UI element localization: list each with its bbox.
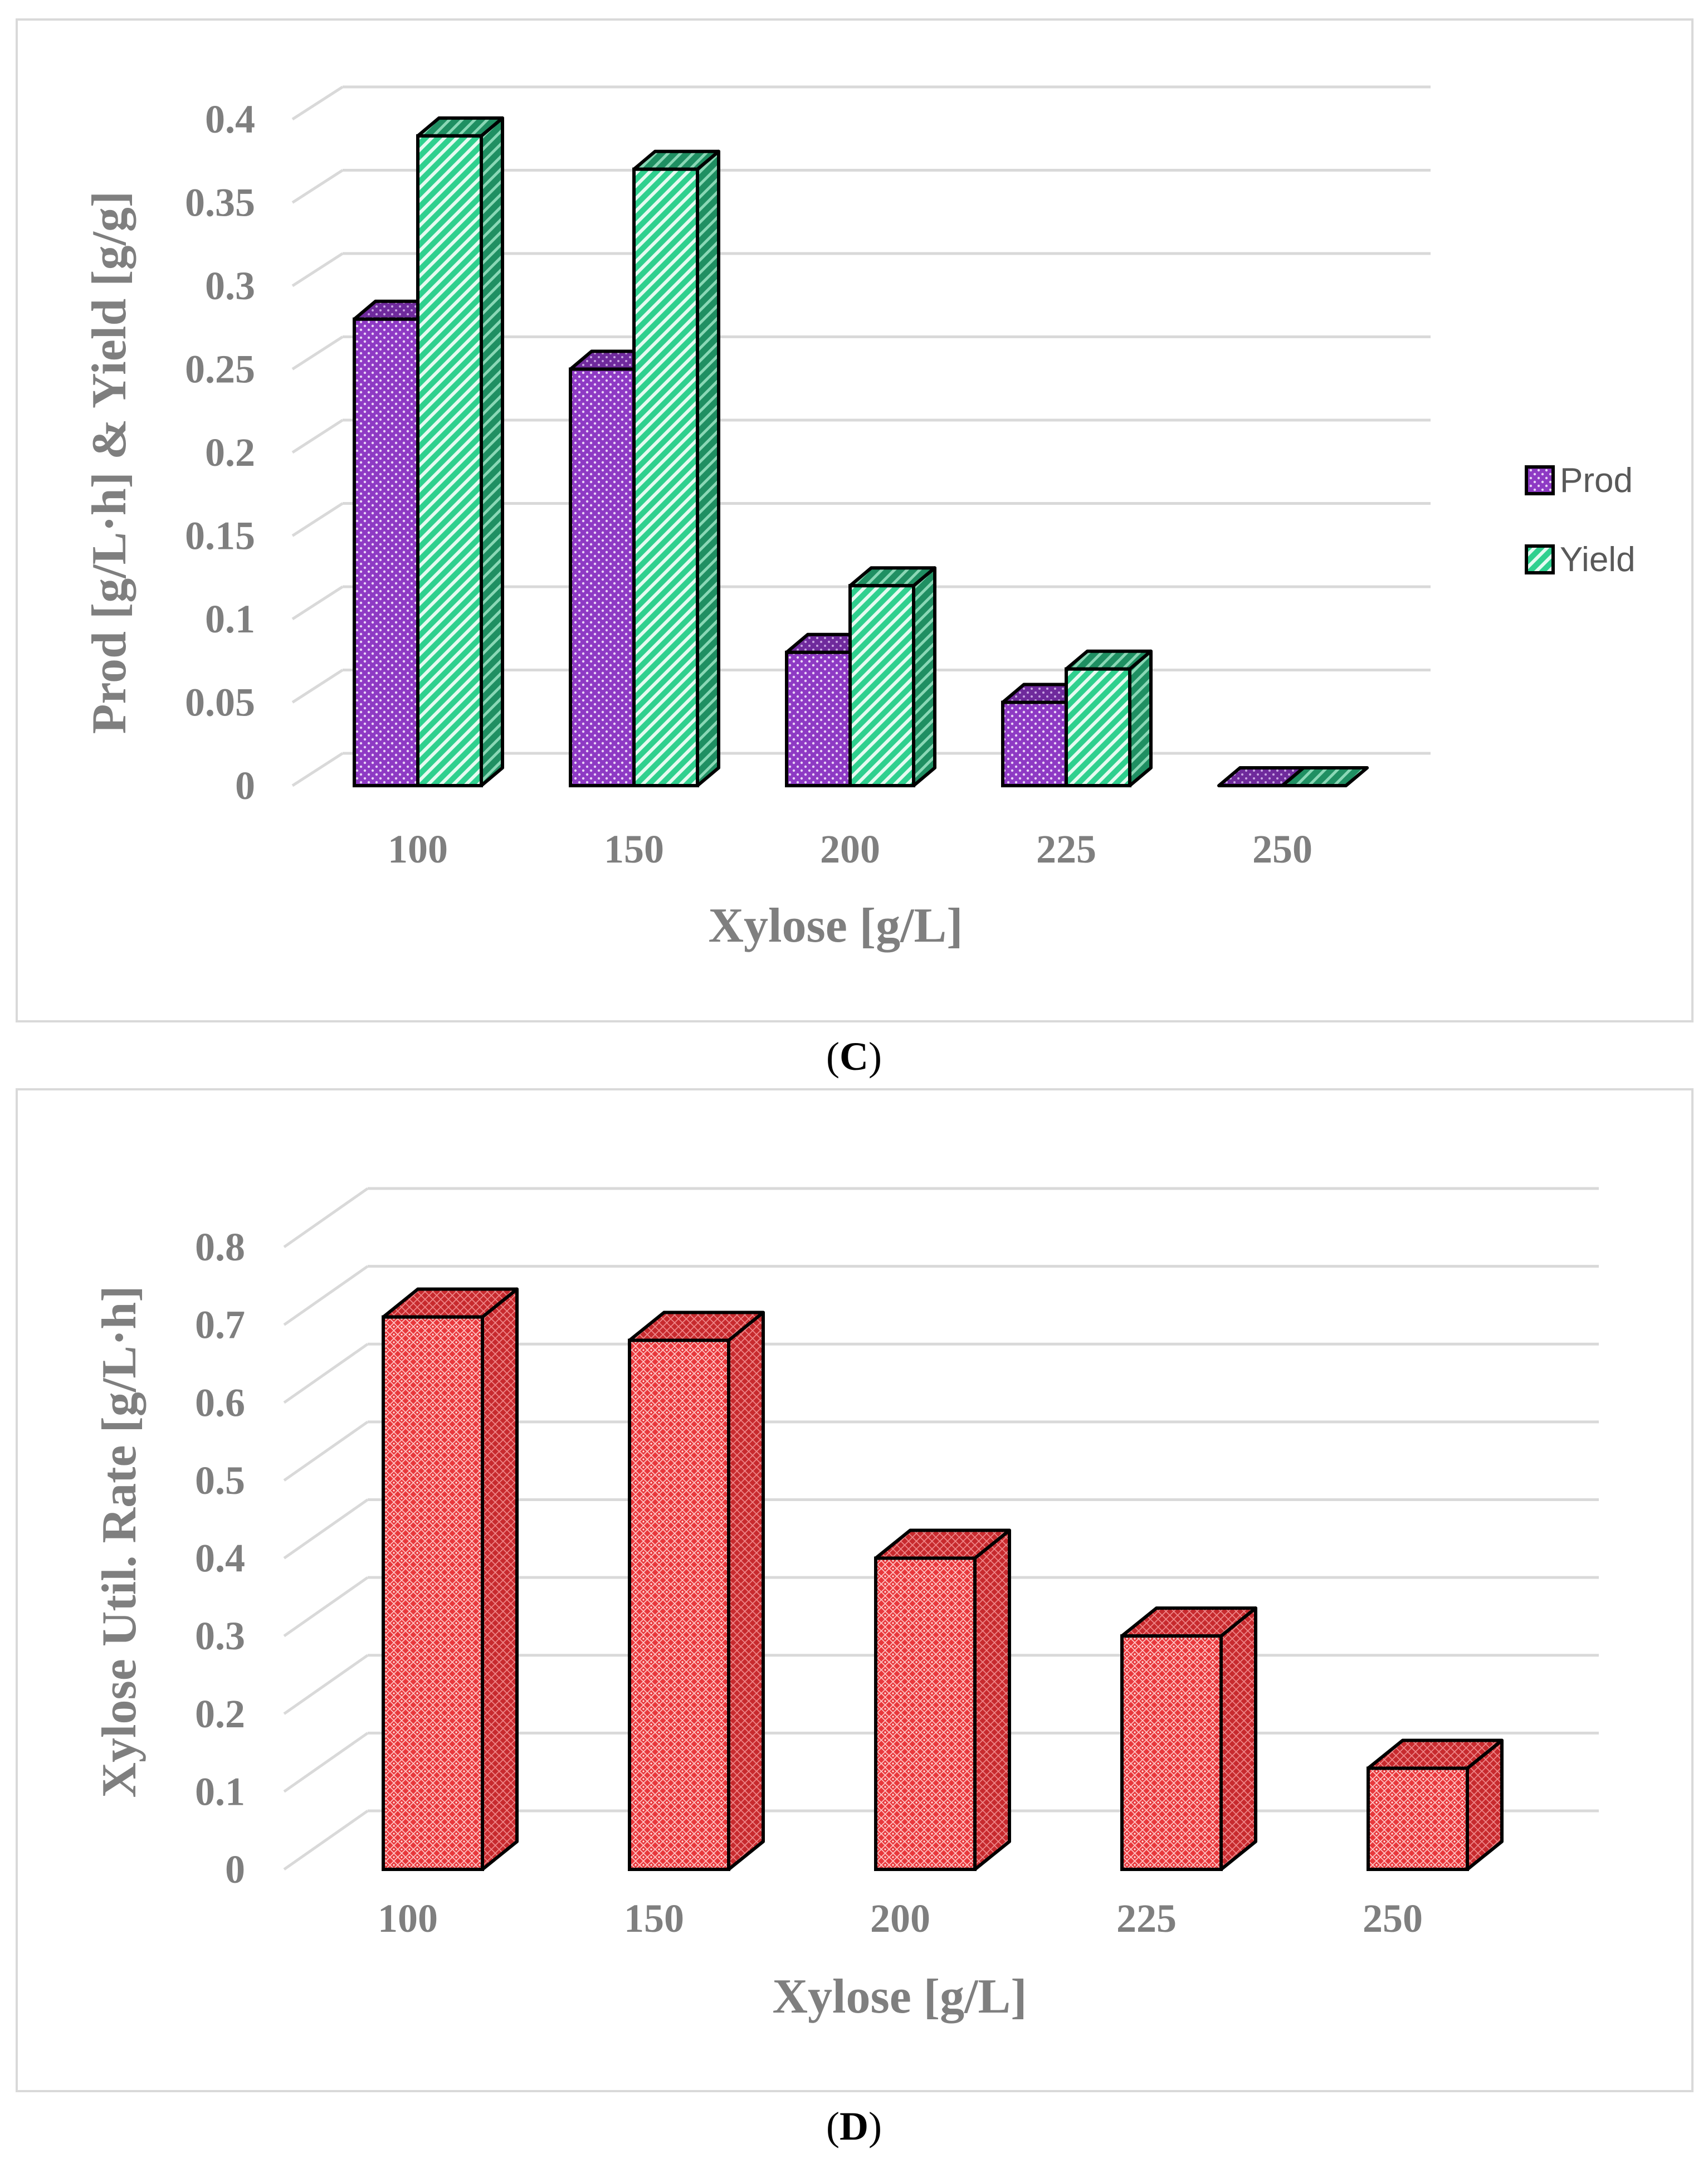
bar-front xyxy=(785,650,852,788)
x-tick-label: 225 xyxy=(1116,1896,1177,1941)
gridline-depth xyxy=(291,418,344,454)
y-tick-label: 0.25 xyxy=(185,347,255,392)
gridline-depth xyxy=(283,1732,369,1793)
bar-xylose-util-rate-200 xyxy=(874,1528,1011,1871)
y-tick-label: 0.1 xyxy=(205,597,255,641)
c-y-axis-title: Prod [g/L·h] & Yield [g/g] xyxy=(82,191,136,734)
legend-yield-label: Yield xyxy=(1560,540,1636,579)
y-tick-label: 0.3 xyxy=(205,264,255,308)
bar-front xyxy=(628,1338,730,1871)
panel-c-frame xyxy=(16,18,1694,1022)
legend-prod-label: Prod xyxy=(1560,461,1633,500)
gridline-depth xyxy=(291,85,344,121)
panel-d-frame xyxy=(16,1088,1694,2092)
gridline-depth xyxy=(283,1576,369,1638)
bar-front xyxy=(1065,667,1131,787)
y-tick-label: 0.2 xyxy=(205,430,255,475)
bar-side xyxy=(727,1311,765,1871)
y-tick-label: 0.3 xyxy=(195,1614,245,1658)
legend-yield-swatch xyxy=(1525,544,1555,574)
gridline-depth xyxy=(283,1187,369,1249)
bar-yield-150 xyxy=(632,149,720,788)
y-tick-label: 0.4 xyxy=(195,1536,245,1581)
gridline-depth xyxy=(283,1809,369,1871)
bar-front xyxy=(353,317,419,787)
panel-label-c: (C) xyxy=(826,1034,882,1079)
bar-side xyxy=(1128,649,1153,787)
gridline-depth xyxy=(291,669,344,704)
y-tick-label: 0.7 xyxy=(195,1303,245,1347)
bar-side xyxy=(912,566,936,787)
x-tick-label: 100 xyxy=(388,827,448,871)
bar-front xyxy=(1367,1766,1469,1872)
gridline-depth xyxy=(291,335,344,371)
y-tick-label: 0.15 xyxy=(185,514,255,558)
legend-prod-swatch xyxy=(1525,465,1555,495)
gridline-depth xyxy=(291,585,344,621)
bar-xylose-util-rate-225 xyxy=(1120,1606,1257,1871)
y-tick-label: 0.05 xyxy=(185,680,255,725)
y-tick-label: 0.6 xyxy=(195,1380,245,1425)
gridline-depth xyxy=(291,502,344,537)
gridline-depth xyxy=(291,752,344,787)
y-tick-label: 0.5 xyxy=(195,1458,245,1503)
bar-front xyxy=(632,167,699,788)
gridline-depth xyxy=(291,252,344,288)
bar-yield-100 xyxy=(416,116,504,787)
panel-label-d: (D) xyxy=(826,2104,882,2149)
bar-yield-250 xyxy=(1281,766,1369,787)
bar-xylose-util-rate-250 xyxy=(1367,1738,1504,1872)
bar-xylose-util-rate-100 xyxy=(382,1287,519,1872)
x-tick-label: 200 xyxy=(870,1896,930,1941)
x-tick-label: 150 xyxy=(624,1896,684,1941)
chart-c: 0 0.05 0.1 0.15 0.2 0.25 0.3 0.35 0.4 100 150 200 2… xyxy=(82,85,1636,953)
bar-side xyxy=(481,1287,519,1871)
bar-yield-225 xyxy=(1065,649,1153,787)
panel-label-c-letter: C xyxy=(840,1034,868,1079)
bar-side xyxy=(696,149,720,787)
x-tick-label: 100 xyxy=(378,1896,438,1941)
y-tick-label: 0.1 xyxy=(195,1769,245,1814)
x-tick-label: 250 xyxy=(1252,827,1312,871)
bar-front xyxy=(416,134,483,787)
c-legend: Prod Yield xyxy=(1525,461,1636,579)
bar-side xyxy=(1219,1606,1257,1871)
bar-side xyxy=(973,1528,1011,1871)
y-tick-label: 0.35 xyxy=(185,181,255,225)
gridline-depth xyxy=(283,1654,369,1715)
x-tick-label: 225 xyxy=(1036,827,1096,871)
bar-front xyxy=(382,1315,484,1872)
y-tick-label: 0.4 xyxy=(205,97,255,142)
y-tick-label: 0 xyxy=(235,763,255,808)
y-tick-label: 0 xyxy=(225,1847,245,1892)
bar-front xyxy=(569,367,636,787)
gridline-depth xyxy=(283,1265,369,1326)
bar-side xyxy=(480,116,504,787)
bar-front xyxy=(874,1556,977,1871)
y-tick-label: 0.2 xyxy=(195,1692,245,1736)
bar-front xyxy=(1001,700,1068,787)
x-tick-label: 250 xyxy=(1363,1896,1423,1941)
x-tick-label: 150 xyxy=(604,827,664,871)
panel-label-d-letter: D xyxy=(840,2104,868,2149)
bar-front xyxy=(1120,1634,1223,1871)
bar-yield-200 xyxy=(848,566,936,787)
gridline-depth xyxy=(283,1420,369,1482)
d-y-axis-title: Xylose Util. Rate [g/L·h] xyxy=(92,1285,147,1797)
chart-d: 0 0.1 0.2 0.3 0.4 0.5 0.6 0.7 0.8 100 150 200 225 25… xyxy=(92,1187,1599,2024)
x-tick-label: 200 xyxy=(820,827,880,871)
gridline-depth xyxy=(283,1343,369,1404)
d-x-axis-title: Xylose [g/L] xyxy=(772,1970,1027,2024)
bar-front xyxy=(848,584,915,787)
gridline-depth xyxy=(283,1498,369,1560)
gridline-depth xyxy=(291,169,344,204)
y-tick-label: 0.8 xyxy=(195,1225,245,1269)
c-x-axis-title: Xylose [g/L] xyxy=(708,899,963,953)
bar-xylose-util-rate-150 xyxy=(628,1311,765,1871)
